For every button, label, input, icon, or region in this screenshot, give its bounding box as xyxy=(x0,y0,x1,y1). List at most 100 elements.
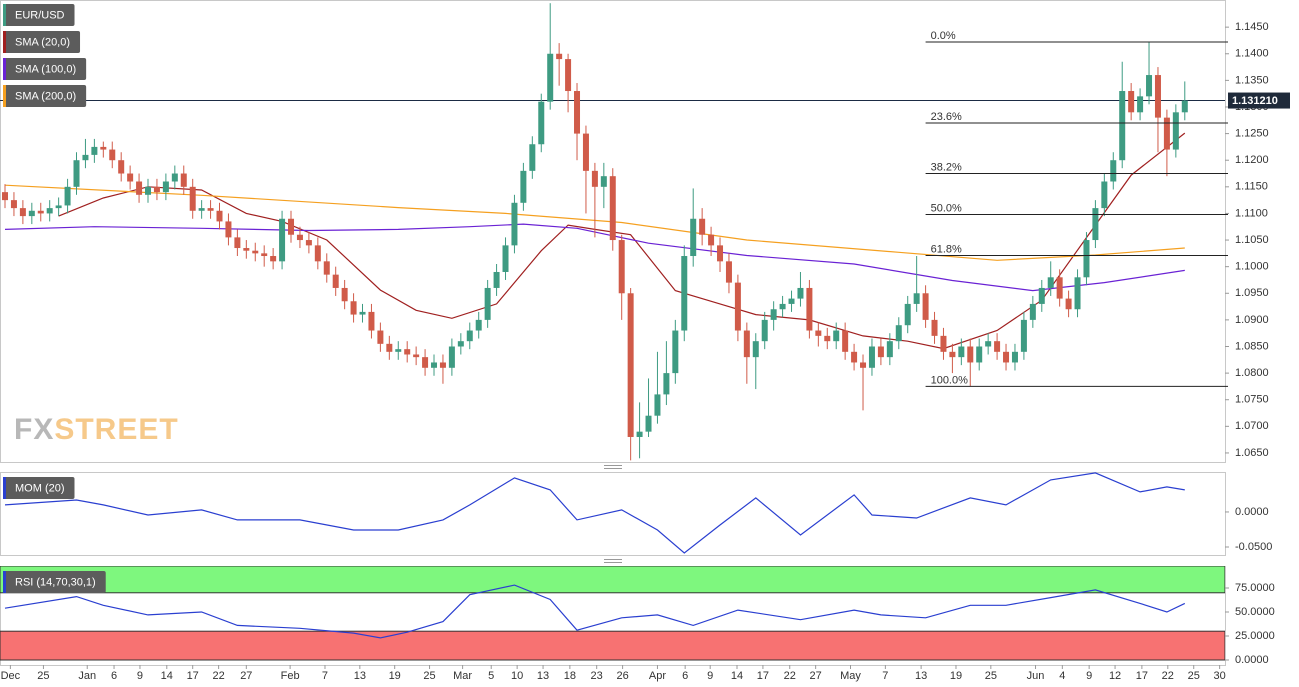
candle-body xyxy=(815,330,822,336)
candle-body xyxy=(431,362,438,368)
candle-body xyxy=(323,261,330,275)
legend-item: SMA (20,0) xyxy=(3,31,81,53)
candle-body xyxy=(234,237,241,249)
x-tick-label: May xyxy=(840,670,861,682)
candle-body xyxy=(1083,240,1090,278)
legend-swatch xyxy=(3,58,6,80)
y-tick-label: 1.1450 xyxy=(1235,21,1269,33)
legend-label: SMA (200,0) xyxy=(15,90,76,102)
candle-body xyxy=(243,248,250,251)
candle-body xyxy=(153,186,160,193)
candle-body xyxy=(931,319,938,336)
y-tick-label: 75.0000 xyxy=(1235,582,1275,594)
y-tick-label: 1.0850 xyxy=(1235,340,1269,352)
candle-body xyxy=(180,173,187,187)
candle-body xyxy=(752,341,759,358)
candle-body xyxy=(118,160,125,174)
candle-body xyxy=(493,271,500,288)
candle-body xyxy=(448,346,455,368)
candle-body xyxy=(1110,160,1117,182)
candle-body xyxy=(404,349,411,355)
legend-box xyxy=(3,58,87,80)
candle-body xyxy=(797,287,804,299)
candle-body xyxy=(475,319,482,331)
x-tick-label: 23 xyxy=(591,670,603,682)
legend-swatch xyxy=(3,4,6,26)
x-tick-label: 12 xyxy=(1109,670,1121,682)
candle-body xyxy=(457,341,464,347)
y-tick-label: 0.0000 xyxy=(1235,506,1269,518)
candle-body xyxy=(171,173,178,182)
x-tick-label: 10 xyxy=(511,670,523,682)
legend-label: SMA (100,0) xyxy=(15,63,76,75)
x-tick-label: 19 xyxy=(950,670,962,682)
y-tick-label: 1.0650 xyxy=(1235,447,1269,459)
y-tick-label: -0.0500 xyxy=(1235,541,1272,553)
x-tick-label: Mar xyxy=(453,670,472,682)
candle-body xyxy=(395,349,402,352)
candle-body xyxy=(1056,277,1063,299)
candle-body xyxy=(279,218,286,262)
candle-body xyxy=(1011,351,1018,363)
last-price-box xyxy=(1228,92,1290,109)
candle-body xyxy=(296,234,303,241)
candle-body xyxy=(484,287,491,320)
candle-body xyxy=(10,200,17,209)
candle-body xyxy=(994,341,1001,352)
candle-body xyxy=(73,160,80,187)
legend-box xyxy=(3,4,75,26)
candle-body xyxy=(1038,287,1045,304)
x-tick-label: 22 xyxy=(1162,670,1174,682)
y-tick-label: 1.1250 xyxy=(1235,128,1269,140)
fib-label: 61.8% xyxy=(931,243,962,255)
x-tick-label: 9 xyxy=(1086,670,1092,682)
candle-body xyxy=(466,330,473,342)
main-panel-frame xyxy=(0,0,1226,463)
candle-body xyxy=(225,221,232,238)
candle-body xyxy=(100,146,107,150)
candle-body xyxy=(332,274,339,288)
x-tick-label: 26 xyxy=(616,670,628,682)
legend-box xyxy=(3,477,75,499)
legend-swatch xyxy=(3,31,6,53)
legend-item: RSI (14,70,30,1) xyxy=(3,571,106,593)
candle-body xyxy=(788,298,795,304)
y-tick-label: 1.0750 xyxy=(1235,394,1269,406)
y-tick-label: 1.1050 xyxy=(1235,234,1269,246)
candle-body xyxy=(413,354,420,358)
candle-body xyxy=(690,218,697,257)
candle-body xyxy=(127,173,134,182)
candle-body xyxy=(743,330,750,358)
candle-body xyxy=(1047,277,1054,288)
candle-body xyxy=(967,346,974,363)
candle-body xyxy=(368,311,375,331)
candle-body xyxy=(699,218,706,235)
candle-body xyxy=(556,53,563,60)
candle-body xyxy=(868,346,875,368)
candle-body xyxy=(877,346,884,358)
y-tick-label: 1.0700 xyxy=(1235,420,1269,432)
fib-label: 38.2% xyxy=(931,161,962,173)
candle-body xyxy=(145,186,152,195)
candle-body xyxy=(207,208,214,211)
x-tick-label: 25 xyxy=(1188,670,1200,682)
candle-body xyxy=(252,250,259,254)
candle-body xyxy=(806,287,813,331)
x-tick-label: 6 xyxy=(111,670,117,682)
candle-body xyxy=(538,101,545,145)
legend-item: MOM (20) xyxy=(3,477,75,499)
candle-body xyxy=(1137,96,1144,113)
candle-body xyxy=(833,330,840,342)
candle-body xyxy=(574,91,581,134)
candle-body xyxy=(761,319,768,342)
x-tick-label: 13 xyxy=(915,670,927,682)
candle-body xyxy=(1172,112,1179,150)
watermark-fx: FX xyxy=(14,413,54,446)
candle-body xyxy=(886,341,893,358)
legend-swatch xyxy=(3,571,6,593)
y-tick-label: 1.1000 xyxy=(1235,261,1269,273)
candle-body xyxy=(609,176,616,241)
candle-body xyxy=(1154,75,1161,118)
candle-body xyxy=(591,170,598,187)
